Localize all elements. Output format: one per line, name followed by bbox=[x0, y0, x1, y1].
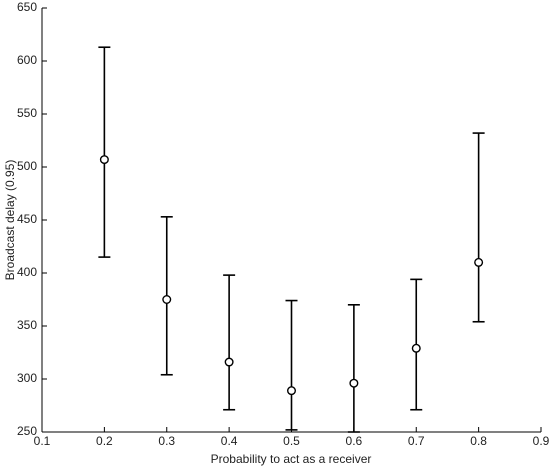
y-tick-label: 350 bbox=[17, 318, 37, 332]
x-tick-label: 0.8 bbox=[470, 434, 487, 448]
point bbox=[224, 357, 234, 367]
y-tick-label: 450 bbox=[17, 212, 37, 226]
y-tick-label: 650 bbox=[17, 0, 37, 14]
x-tick-label: 0.2 bbox=[96, 434, 113, 448]
x-axis-label: Probability to act as a receiver bbox=[211, 452, 372, 466]
y-tick-label: 250 bbox=[17, 424, 37, 438]
point bbox=[99, 155, 109, 165]
x-tick-label: 0.1 bbox=[34, 434, 51, 448]
x-tick-label: 0.3 bbox=[158, 434, 175, 448]
y-tick-label: 300 bbox=[17, 371, 37, 385]
y-axis-label: Broadcast delay (0.95) bbox=[3, 160, 17, 281]
y-tick-label: 400 bbox=[17, 265, 37, 279]
x-tick-label: 0.7 bbox=[408, 434, 425, 448]
point bbox=[349, 378, 359, 388]
point bbox=[287, 386, 297, 396]
y-tick-label: 500 bbox=[17, 159, 37, 173]
y-tick-label: 600 bbox=[17, 53, 37, 67]
x-tick-label: 0.6 bbox=[346, 434, 363, 448]
point bbox=[411, 343, 421, 353]
x-tick-label: 0.9 bbox=[533, 434, 550, 448]
point bbox=[162, 295, 172, 305]
point bbox=[474, 257, 484, 267]
x-tick-label: 0.4 bbox=[221, 434, 238, 448]
x-tick-label: 0.5 bbox=[283, 434, 300, 448]
y-tick-label: 550 bbox=[17, 106, 37, 120]
